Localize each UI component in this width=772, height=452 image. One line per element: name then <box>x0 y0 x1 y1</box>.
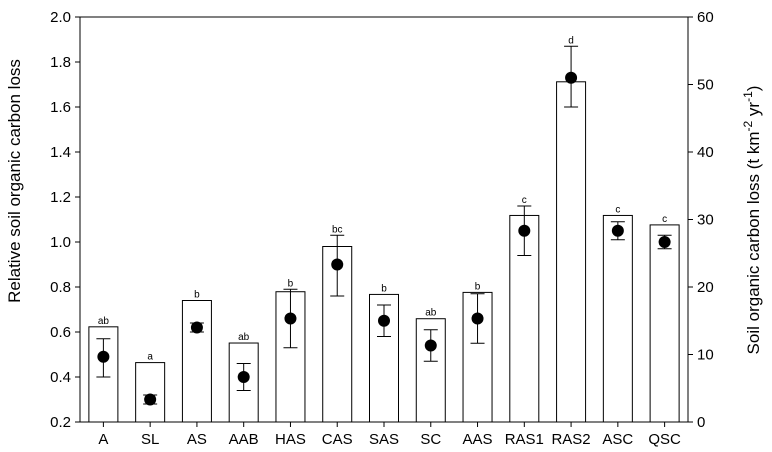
y2-tick-label: 10 <box>697 347 714 364</box>
data-point <box>611 224 624 237</box>
x-tick-label: HAS <box>275 431 306 448</box>
data-point <box>565 71 578 84</box>
right-y-axis: 0 10 20 30 40 50 60 <box>688 9 714 431</box>
x-tick-label: CAS <box>322 431 353 448</box>
x-tick-label: SC <box>420 431 441 448</box>
y2-tick-label: 40 <box>697 144 714 161</box>
significance-label: b <box>381 283 387 294</box>
y-tick-label: 2.0 <box>50 9 71 26</box>
point-series <box>97 71 671 406</box>
y-tick-label: 0.4 <box>50 369 71 386</box>
y-tick-label: 1.6 <box>50 99 71 116</box>
significance-label: ab <box>98 316 110 327</box>
x-tick-label: RAS2 <box>551 431 590 448</box>
significance-label: b <box>288 278 294 289</box>
y2-tick-label: 60 <box>697 9 714 26</box>
y2-axis-title-mid: yr <box>744 102 763 121</box>
y2-tick-label: 50 <box>697 77 714 94</box>
significance-label: b <box>475 281 481 292</box>
significance-label: ab <box>425 308 437 319</box>
y-tick-label: 0.8 <box>50 279 71 296</box>
data-point <box>190 321 203 334</box>
bar <box>602 214 633 423</box>
data-point <box>97 350 110 363</box>
x-axis: A SL AS AAB HAS CAS SAS SC AAS RAS1 RAS2 ASC QSC <box>98 422 681 448</box>
y2-tick-label: 30 <box>697 212 714 229</box>
significance-label: a <box>147 352 153 363</box>
data-point <box>518 224 531 237</box>
bar <box>181 300 212 423</box>
significance-label: bc <box>332 224 343 235</box>
y2-axis-title-main: Soil organic carbon loss (t km <box>744 131 763 354</box>
y-tick-label: 1.8 <box>50 54 71 71</box>
y2-axis-title-end: ) <box>744 86 763 92</box>
y-axis-title: Relative soil organic carbon loss <box>5 59 24 303</box>
x-tick-label: AAB <box>229 431 259 448</box>
y2-tick-label: 20 <box>697 279 714 296</box>
data-point <box>284 312 297 325</box>
y-tick-label: 1.2 <box>50 189 71 206</box>
y2-axis-title: Soil organic carbon loss (t km-2 yr-1) <box>741 86 763 355</box>
significance-label: ab <box>238 332 250 343</box>
y-tick-label: 0.6 <box>50 324 71 341</box>
x-tick-label: AAS <box>463 431 493 448</box>
significance-label: c <box>522 195 527 206</box>
left-y-axis: 0.2 0.4 0.6 0.8 1.0 1.2 1.4 1.6 1.8 2.0 <box>50 9 80 431</box>
data-point <box>331 258 344 271</box>
x-tick-label: SAS <box>369 431 399 448</box>
x-tick-label: A <box>98 431 108 448</box>
data-point <box>424 339 437 352</box>
bar <box>135 362 166 423</box>
x-tick-label: AS <box>187 431 207 448</box>
data-point <box>471 312 484 325</box>
x-tick-label: QSC <box>648 431 681 448</box>
data-point <box>378 314 390 327</box>
error-bar-series <box>96 45 672 405</box>
data-point <box>237 371 250 383</box>
y2-axis-title-exp1: -2 <box>741 120 755 131</box>
significance-label: d <box>568 35 574 46</box>
y2-tick-label: 0 <box>697 414 705 431</box>
y-tick-label: 0.2 <box>50 414 71 431</box>
data-point <box>144 393 157 406</box>
bar <box>556 81 587 423</box>
y-tick-label: 1.0 <box>50 234 71 251</box>
x-tick-label: SL <box>141 431 159 448</box>
bar-series <box>88 81 680 423</box>
x-tick-label: ASC <box>602 431 633 448</box>
bar <box>649 224 680 423</box>
y2-axis-title-exp2: -1 <box>741 91 755 102</box>
y-tick-label: 1.4 <box>50 144 71 161</box>
data-point <box>658 236 671 248</box>
significance-label: c <box>615 204 620 215</box>
significance-label: c <box>662 214 667 225</box>
x-tick-label: RAS1 <box>505 431 544 448</box>
significance-label: b <box>194 290 200 301</box>
